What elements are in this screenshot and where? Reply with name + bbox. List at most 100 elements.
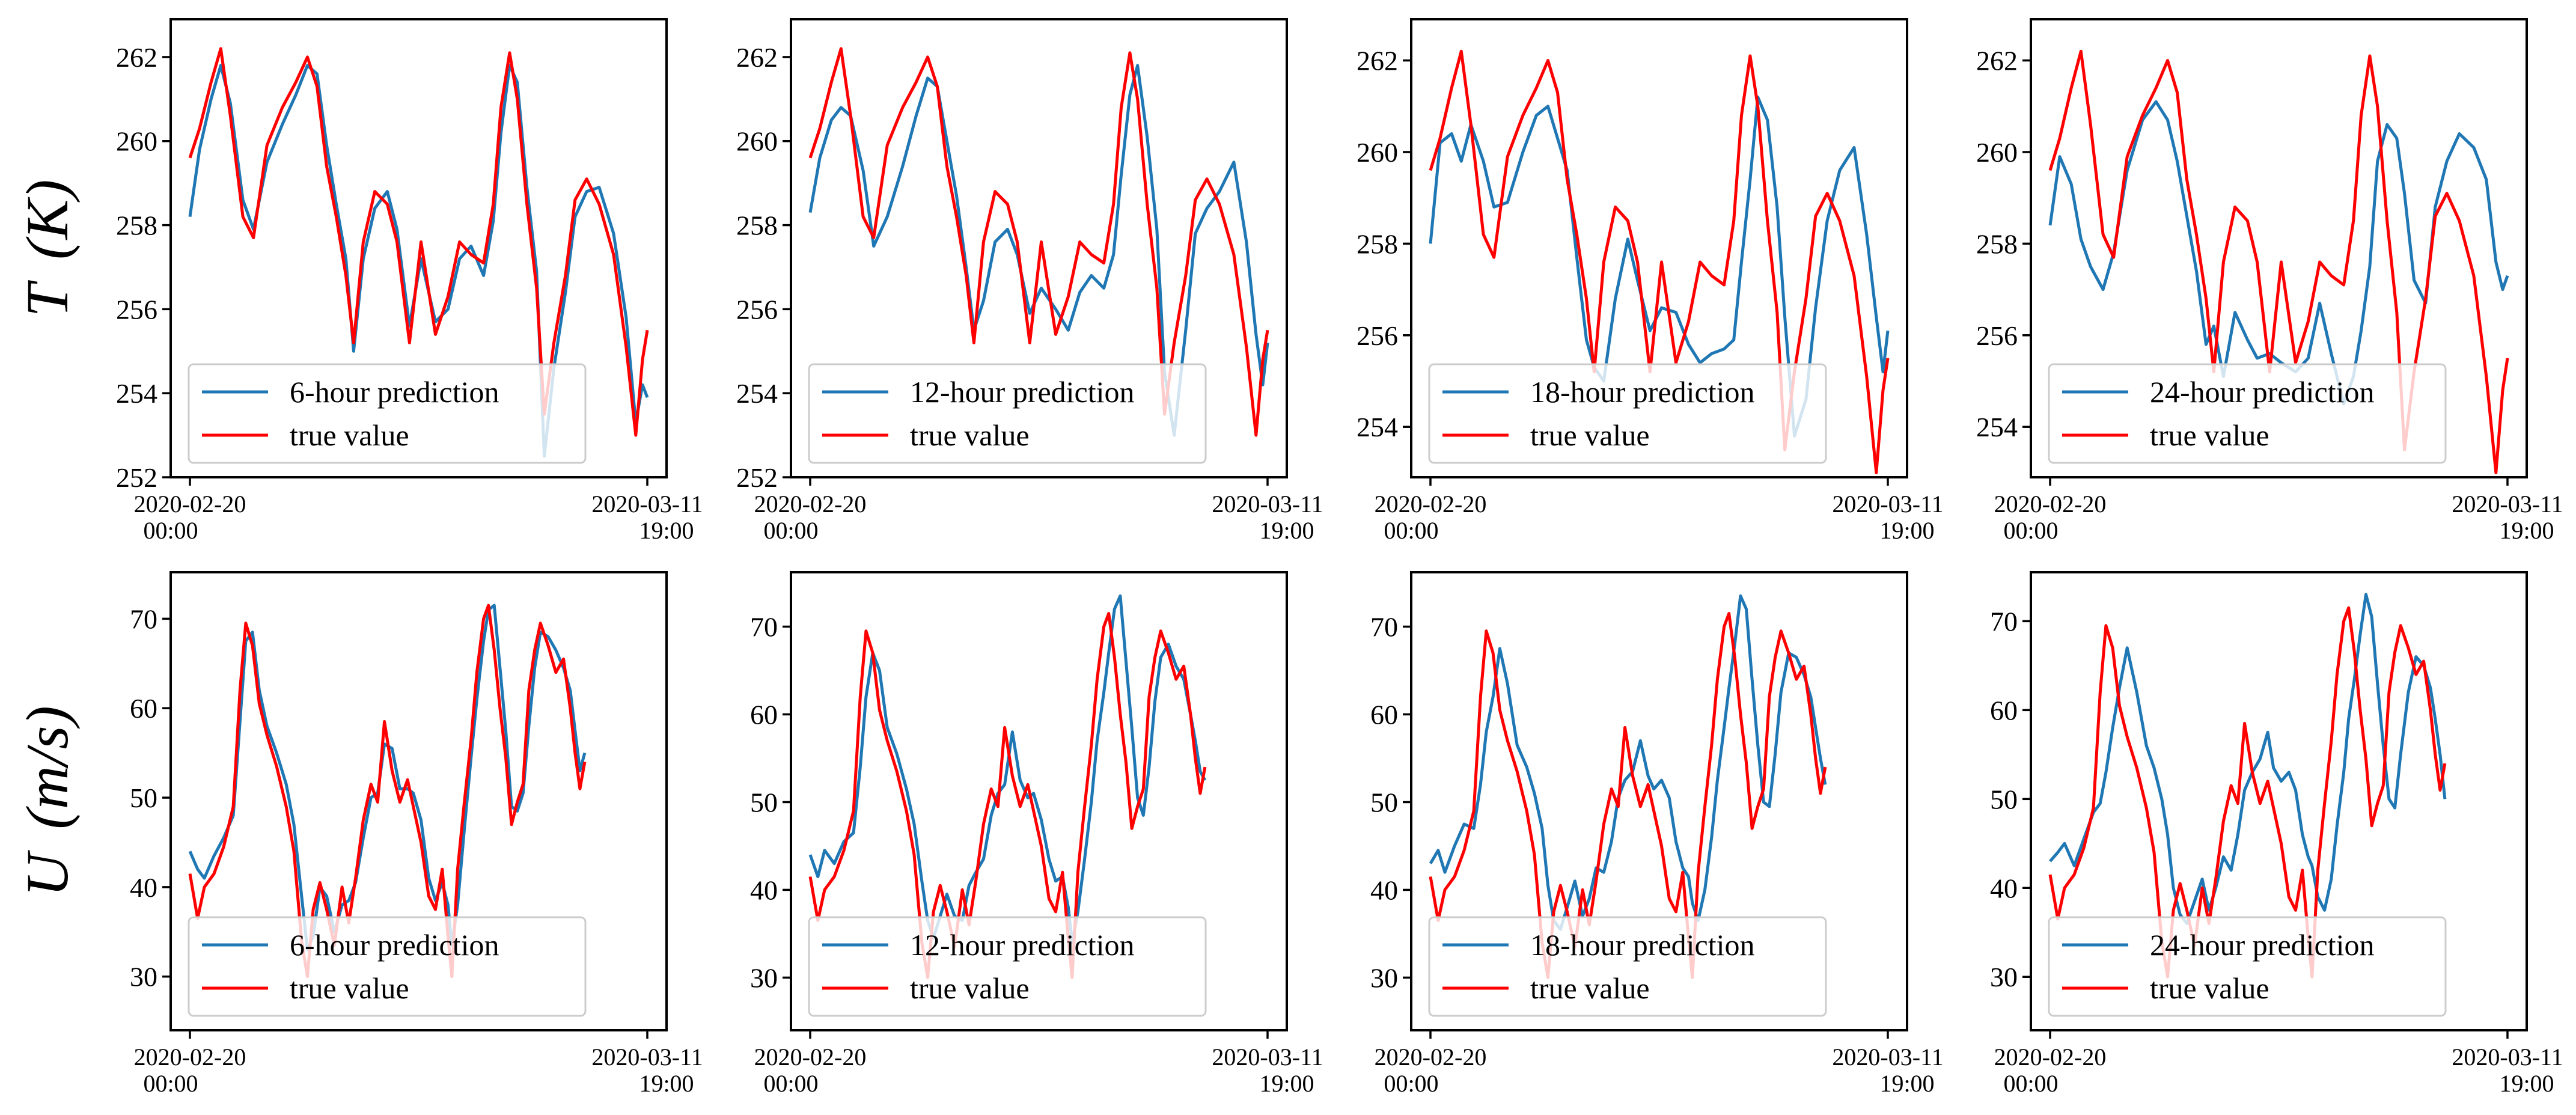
y-tick-label: 40 — [1370, 875, 1398, 905]
legend-label-prediction: 6-hour prediction — [290, 928, 499, 962]
y-tick-label: 254 — [1976, 412, 2018, 442]
y-tick-label: 70 — [1370, 612, 1398, 643]
x-tick-date: 2020-02-20 — [754, 490, 867, 518]
legend-label-true-value: true value — [2150, 418, 2269, 452]
y-tick-label: 256 — [116, 294, 157, 325]
x-tick-date: 2020-02-20 — [134, 1043, 246, 1071]
series-lines — [1429, 49, 1890, 474]
y-tick-label: 262 — [116, 42, 157, 73]
prediction-line — [808, 64, 1269, 437]
y-tick-label: 60 — [750, 699, 778, 730]
y-tick-label: 40 — [750, 875, 778, 905]
x-tick-time: 19:00 — [1879, 517, 1934, 544]
legend-box — [1428, 363, 1827, 464]
x-tick-time: 00:00 — [2003, 1070, 2058, 1097]
y-tick-label: 60 — [1990, 695, 2018, 726]
y-tick-label: 260 — [1976, 137, 2018, 168]
row-labels: T (K) U (m/s) — [14, 180, 81, 897]
legend-label-prediction: 24-hour prediction — [2150, 928, 2375, 962]
legend: 18-hour prediction true value — [1428, 916, 1827, 1017]
y-tick-label: 254 — [736, 378, 778, 409]
y-tick-label: 30 — [130, 962, 157, 992]
axes-frame — [1410, 18, 1908, 478]
row-label-symbol: U — [14, 850, 81, 897]
x-tick-date: 2020-03-11 — [1832, 1043, 1943, 1071]
x-tick-time: 19:00 — [1879, 1070, 1934, 1097]
x-tick-time: 19:00 — [639, 517, 694, 544]
x-tick-date: 2020-03-11 — [1212, 1043, 1323, 1071]
y-tick-label: 30 — [1990, 962, 2018, 992]
true-value-line — [188, 47, 649, 437]
true-value-line — [1429, 612, 1827, 979]
x-tick-date: 2020-02-20 — [134, 490, 246, 518]
legend-label-true-value: true value — [1530, 418, 1650, 452]
series-lines — [188, 603, 587, 979]
x-tick-time: 00:00 — [1384, 1070, 1438, 1097]
true-value-line — [188, 603, 587, 979]
y-tick-label: 262 — [1357, 46, 1398, 76]
y-tick-label: 254 — [1357, 412, 1398, 442]
x-tick-time: 19:00 — [2499, 1070, 2554, 1097]
x-tick-time: 00:00 — [143, 517, 198, 544]
legend: 12-hour prediction true value — [808, 916, 1207, 1017]
legend-box — [808, 363, 1207, 464]
y-tick-label: 252 — [116, 462, 157, 493]
true-value-line — [2048, 606, 2447, 979]
y-tick-label: 260 — [736, 126, 778, 157]
y-tick-label: 262 — [1976, 46, 2018, 76]
legend-label-true-value: true value — [910, 418, 1030, 452]
y-tick-label: 40 — [1990, 873, 2018, 903]
axes-frame — [2030, 571, 2528, 1031]
y-tick-label: 60 — [130, 693, 157, 724]
series-lines — [808, 594, 1207, 979]
y-tick-label: 254 — [116, 378, 157, 409]
legend-label-true-value: true value — [290, 418, 409, 452]
x-tick-date: 2020-03-11 — [2452, 1043, 2563, 1071]
x-tick-time: 00:00 — [2003, 517, 2058, 544]
x-tick-date: 2020-03-11 — [591, 490, 703, 518]
series-lines — [1429, 594, 1827, 979]
true-value-line — [808, 47, 1269, 437]
x-tick-time: 19:00 — [639, 1070, 694, 1097]
x-tick-date: 2020-02-20 — [1994, 1043, 2107, 1071]
y-tick-label: 50 — [1370, 787, 1398, 817]
x-tick-date: 2020-03-11 — [2452, 490, 2563, 518]
prediction-line — [808, 594, 1207, 944]
prediction-line — [188, 603, 587, 952]
y-tick-label: 258 — [1357, 228, 1398, 259]
axes-frame — [169, 18, 668, 478]
row-label-symbol: T — [14, 280, 81, 317]
true-value-line — [2048, 49, 2509, 474]
y-tick-label: 30 — [750, 962, 778, 993]
legend-label-true-value: true value — [1530, 971, 1650, 1005]
legend-label-true-value: true value — [910, 971, 1030, 1005]
y-tick-label: 256 — [1357, 320, 1398, 351]
legend-label-prediction: 12-hour prediction — [910, 375, 1135, 409]
y-tick-label: 60 — [1370, 699, 1398, 730]
y-tick-label: 258 — [1976, 228, 2018, 259]
prediction-line — [1429, 594, 1827, 931]
row-label-unit: (m/s) — [14, 706, 81, 829]
y-tick-label: 50 — [750, 787, 778, 817]
x-tick-time: 19:00 — [2499, 517, 2554, 544]
series-lines — [2048, 593, 2447, 979]
x-tick-date: 2020-02-20 — [1375, 490, 1487, 518]
x-tick-time: 00:00 — [143, 1070, 198, 1097]
axes-frame — [169, 571, 668, 1031]
legend-label-true-value: true value — [290, 971, 409, 1005]
legend-label-prediction: 12-hour prediction — [910, 928, 1135, 962]
row-label-unit: (K) — [14, 180, 81, 260]
series-lines — [808, 47, 1269, 437]
x-tick-date: 2020-02-20 — [1994, 490, 2107, 518]
y-tick-label: 256 — [1976, 320, 2018, 351]
legend-box — [188, 916, 587, 1017]
y-tick-label: 70 — [750, 612, 778, 643]
panels: 2522542562582602622020-02-2000:002020-03… — [116, 18, 2563, 1097]
